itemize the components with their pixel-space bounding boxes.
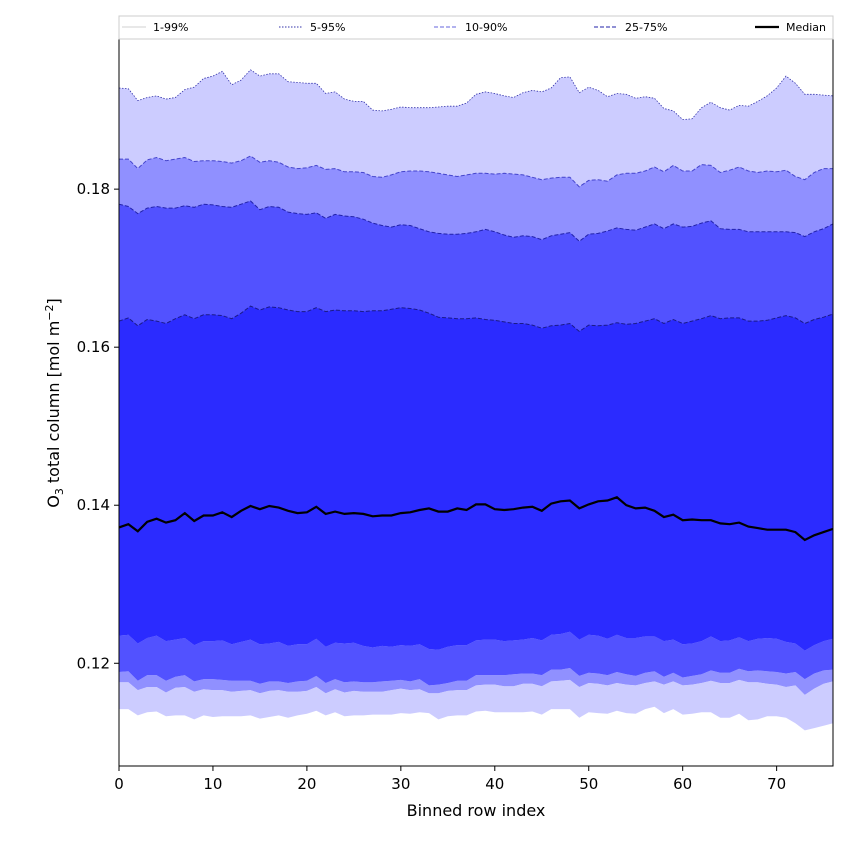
- x-tick-label: 10: [203, 775, 222, 793]
- band-10-25-mid: [119, 631, 833, 686]
- y-tick-label: 0.14: [77, 496, 110, 514]
- x-tick-label: 0: [114, 775, 124, 793]
- plot-area: [119, 39, 833, 766]
- y-tick-label: 0.16: [77, 338, 110, 356]
- x-tick-label: 50: [579, 775, 598, 793]
- axes: 0 10 20 30 40 50 60 70 0.12 0.14 0.16 0.18: [77, 38, 834, 793]
- y-axis-label-sub: 3: [53, 488, 66, 495]
- y-axis-label-end: ]: [44, 298, 63, 304]
- x-tick-label: 60: [673, 775, 692, 793]
- x-tick-label: 20: [297, 775, 316, 793]
- y-axis-label: O3 total column [mol m−2]: [43, 298, 66, 508]
- x-axis-label: Binned row index: [407, 801, 546, 820]
- p99-line: [119, 69, 833, 121]
- band-1-5-pale: [119, 679, 833, 731]
- legend-label: 1-99%: [153, 21, 188, 34]
- legend-label: 5-95%: [310, 21, 345, 34]
- x-tick-label: 40: [485, 775, 504, 793]
- y-axis-label-rest: total column [mol m: [44, 321, 63, 488]
- x-tick-label: 70: [767, 775, 786, 793]
- legend-label: 10-90%: [465, 21, 507, 34]
- legend-label: 25-75%: [625, 21, 667, 34]
- x-tick-label: 30: [391, 775, 410, 793]
- y-tick-label: 0.18: [77, 180, 110, 198]
- p95-line: [119, 155, 833, 188]
- p90-line: [119, 200, 833, 242]
- y-axis-label-main: O: [44, 495, 63, 508]
- band-5-10-light: [119, 668, 833, 695]
- band-25-75: [119, 306, 833, 651]
- legend-box: [118, 15, 834, 40]
- legend: 1-99% 5-95% 10-90% 25-75% Median: [118, 15, 834, 40]
- y-axis-label-sup: −2: [43, 304, 56, 320]
- y-tick-label: 0.12: [77, 654, 110, 672]
- p75-line: [119, 305, 833, 333]
- legend-label: Median: [786, 21, 826, 34]
- median-line: [119, 496, 833, 542]
- plot-content: [119, 39, 833, 766]
